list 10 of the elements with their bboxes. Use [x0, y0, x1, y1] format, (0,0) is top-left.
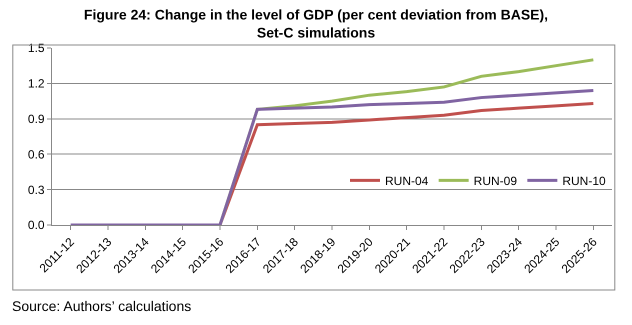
- y-tick-label: 0.6: [28, 147, 45, 162]
- y-tick-label: 0.0: [28, 218, 45, 232]
- chart-title: Figure 24: Change in the level of GDP (per cent deviation from BASE), Set-C simulations: [84, 6, 548, 41]
- y-tick-label: 1.2: [28, 76, 45, 91]
- legend-label: RUN-04: [385, 174, 429, 188]
- y-tick-label: 0.3: [28, 182, 45, 197]
- legend-label: RUN-09: [474, 174, 518, 188]
- y-tick-label: 0.9: [28, 112, 45, 126]
- legend-label: RUN-10: [562, 174, 606, 188]
- source-note: Source: Authors’ calculations: [12, 298, 192, 314]
